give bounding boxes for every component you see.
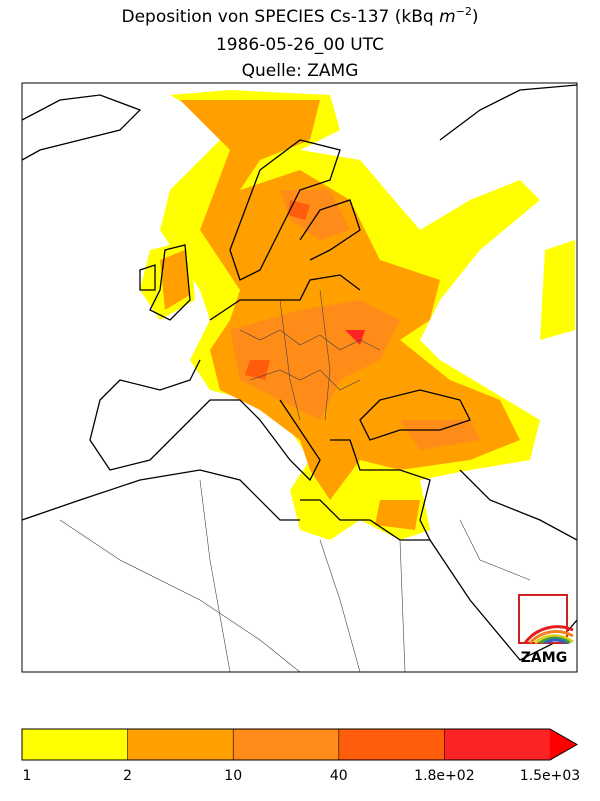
map-frame: [21, 82, 578, 673]
logo: ZAMG: [518, 594, 574, 666]
title-text: Deposition von SPECIES Cs-137 (kBq: [121, 7, 439, 27]
borders: [59, 289, 531, 672]
colorbar-label: 40: [330, 768, 348, 784]
coastlines: [22, 84, 577, 661]
title-close: ): [472, 7, 479, 27]
colorbar-label: 1.8e+02: [414, 768, 474, 784]
colorbar: 1 2 10 40 1.8e+02 1.5e+03: [21, 728, 580, 784]
title: Deposition von SPECIES Cs-137 (kBq m−2): [121, 5, 478, 27]
colorbar-segment: [338, 729, 445, 760]
title-exponent: −2: [456, 5, 472, 18]
source: Quelle: ZAMG: [242, 61, 359, 81]
colorbar-arrow: [550, 729, 577, 760]
colorbar-label: 1.5e+03: [520, 768, 580, 784]
logo-text: ZAMG: [521, 650, 567, 666]
colorbar-outline: [21, 728, 579, 761]
colorbar-label: 2: [123, 768, 132, 784]
deposition-red: [245, 200, 365, 380]
map: [22, 83, 577, 672]
date: 1986-05-26_00 UTC: [216, 35, 384, 55]
colorbar-label: 1: [23, 768, 32, 784]
colorbar-segment: [127, 729, 234, 760]
deposition-orange: [160, 100, 520, 530]
colorbar-segment: [444, 729, 550, 760]
colorbar-label: 10: [224, 768, 242, 784]
title-unit: m: [439, 7, 456, 27]
colorbar-segment: [22, 729, 128, 760]
colorbar-segment: [233, 729, 339, 760]
